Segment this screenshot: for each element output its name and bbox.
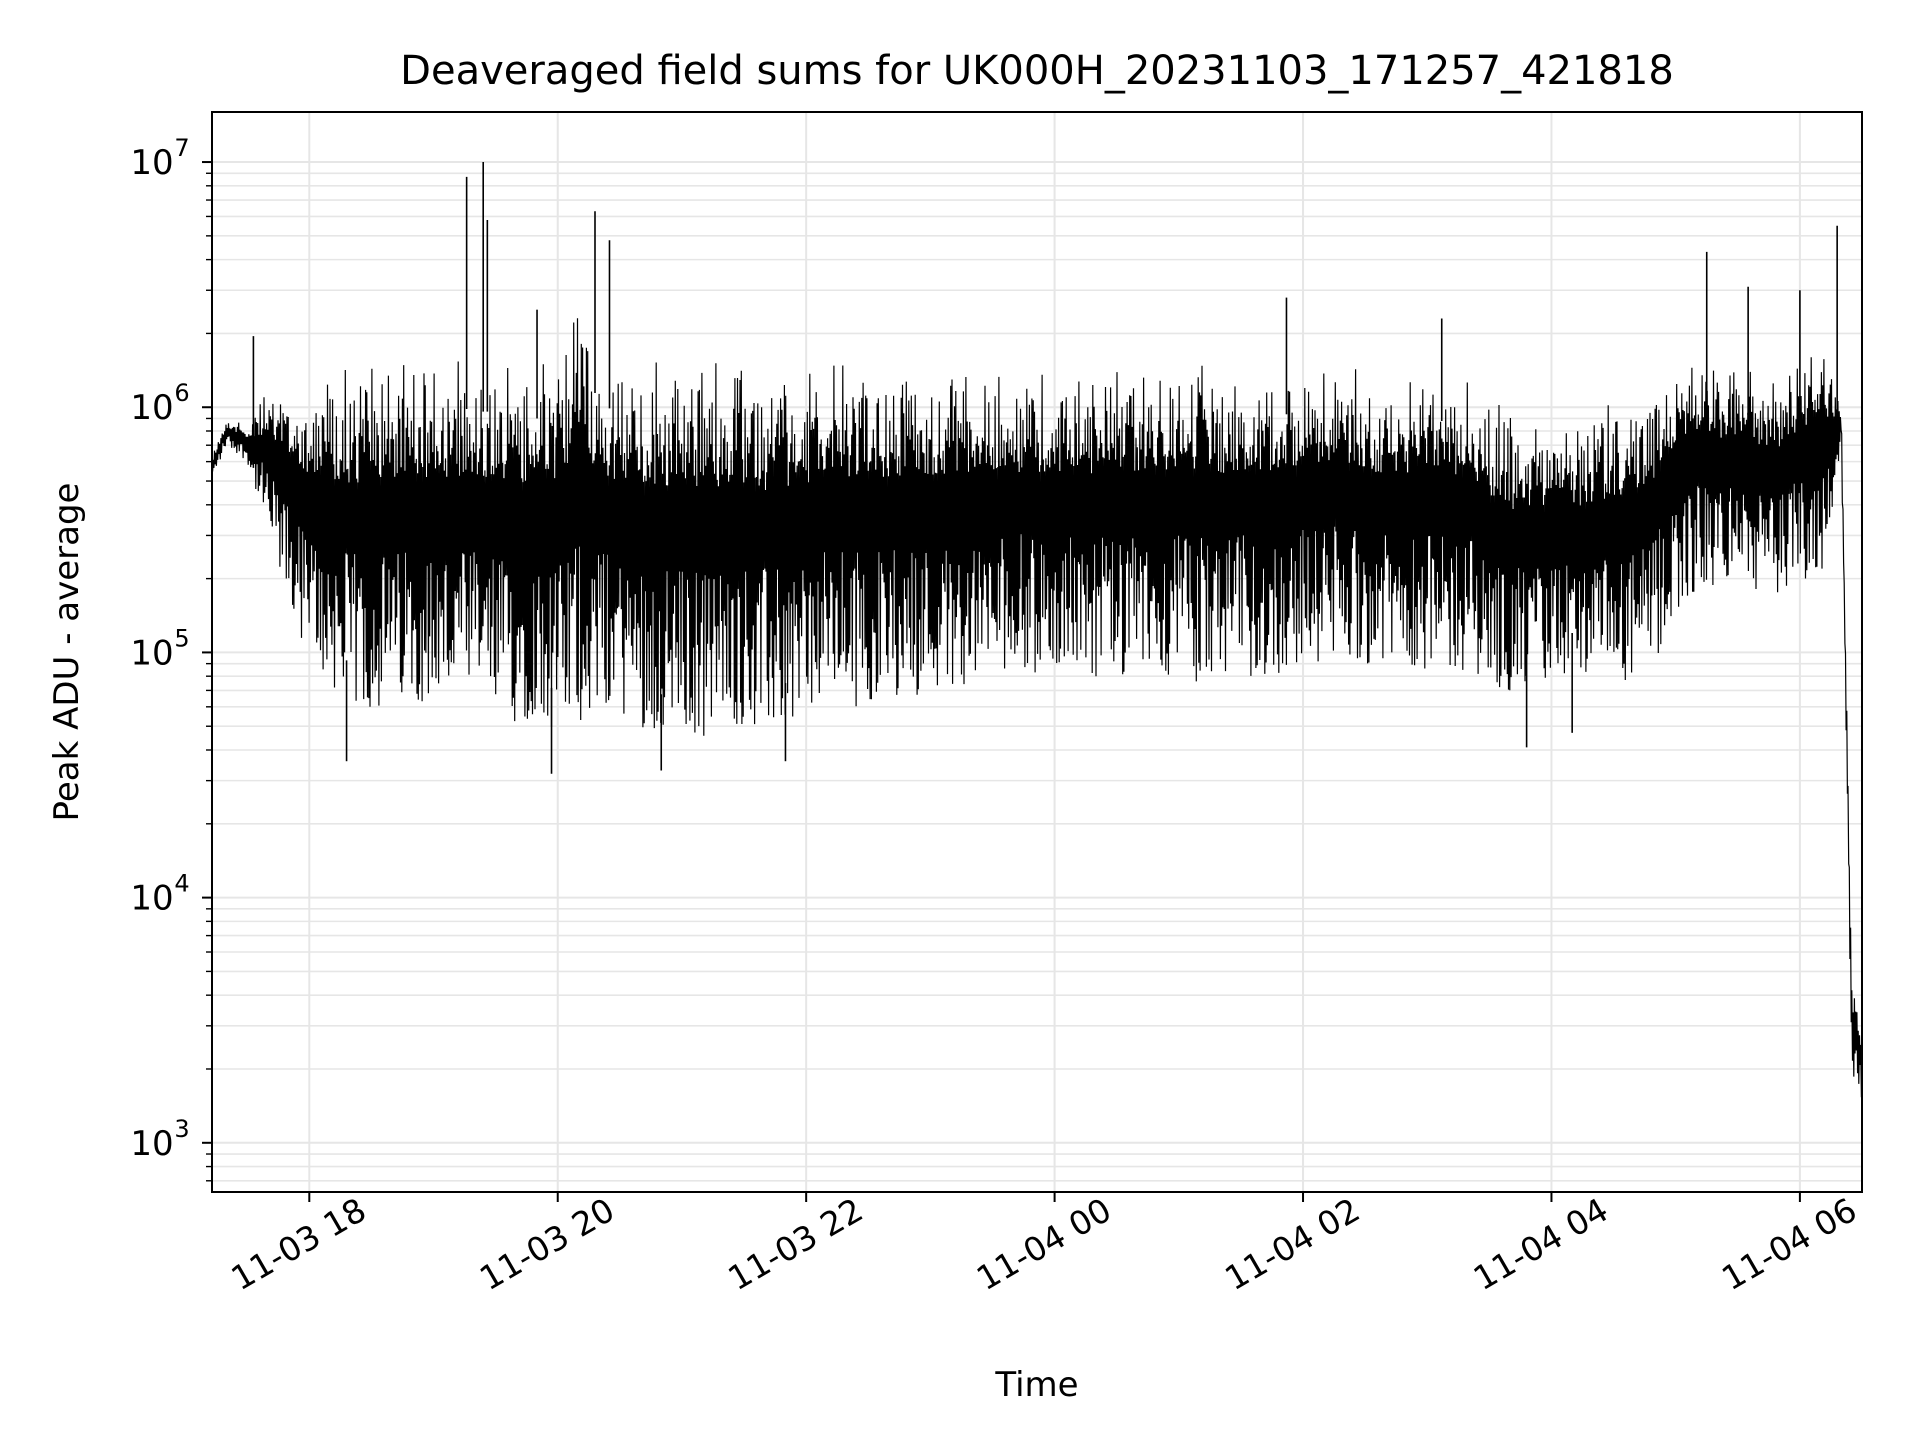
y-tick-exponent: 4: [174, 870, 189, 898]
data-series: [211, 162, 1863, 1098]
x-tick-label: 11-04 06: [1715, 1190, 1863, 1298]
y-tick-exponent: 7: [174, 134, 189, 162]
x-tick-label: 11-04 04: [1467, 1190, 1615, 1298]
chart-title: Deaveraged field sums for UK000H_2023110…: [400, 48, 1674, 94]
x-tick-label: 11-03 22: [721, 1190, 869, 1298]
x-tick-label: 11-03 20: [473, 1190, 621, 1298]
y-tick-base: 10: [130, 633, 173, 673]
x-tick-label: 11-04 00: [970, 1190, 1118, 1298]
y-tick-base: 10: [130, 143, 173, 183]
y-tick-label: 10 6: [130, 379, 189, 428]
axes: 11-03 18 11-03 20 11-03 22 11-04 00 11-04 02…: [130, 134, 1863, 1298]
data-line: [211, 318, 1863, 1098]
y-tick-base: 10: [130, 1124, 173, 1164]
y-tick-exponent: 3: [174, 1115, 189, 1143]
y-axis-label: Peak ADU - average: [47, 483, 87, 822]
y-tick-label: 10 5: [130, 624, 189, 673]
x-tick-label: 11-04 02: [1218, 1190, 1366, 1298]
y-tick-base: 10: [130, 879, 173, 919]
y-tick-exponent: 6: [174, 379, 189, 407]
y-tick-label: 10 3: [130, 1115, 189, 1164]
y-tick-exponent: 5: [174, 624, 189, 652]
y-tick-base: 10: [130, 388, 173, 428]
y-tick-label: 10 7: [130, 134, 189, 183]
y-tick-label: 10 4: [130, 870, 189, 919]
x-axis-label: Time: [994, 1365, 1078, 1405]
x-tick-label: 11-03 18: [225, 1190, 373, 1298]
